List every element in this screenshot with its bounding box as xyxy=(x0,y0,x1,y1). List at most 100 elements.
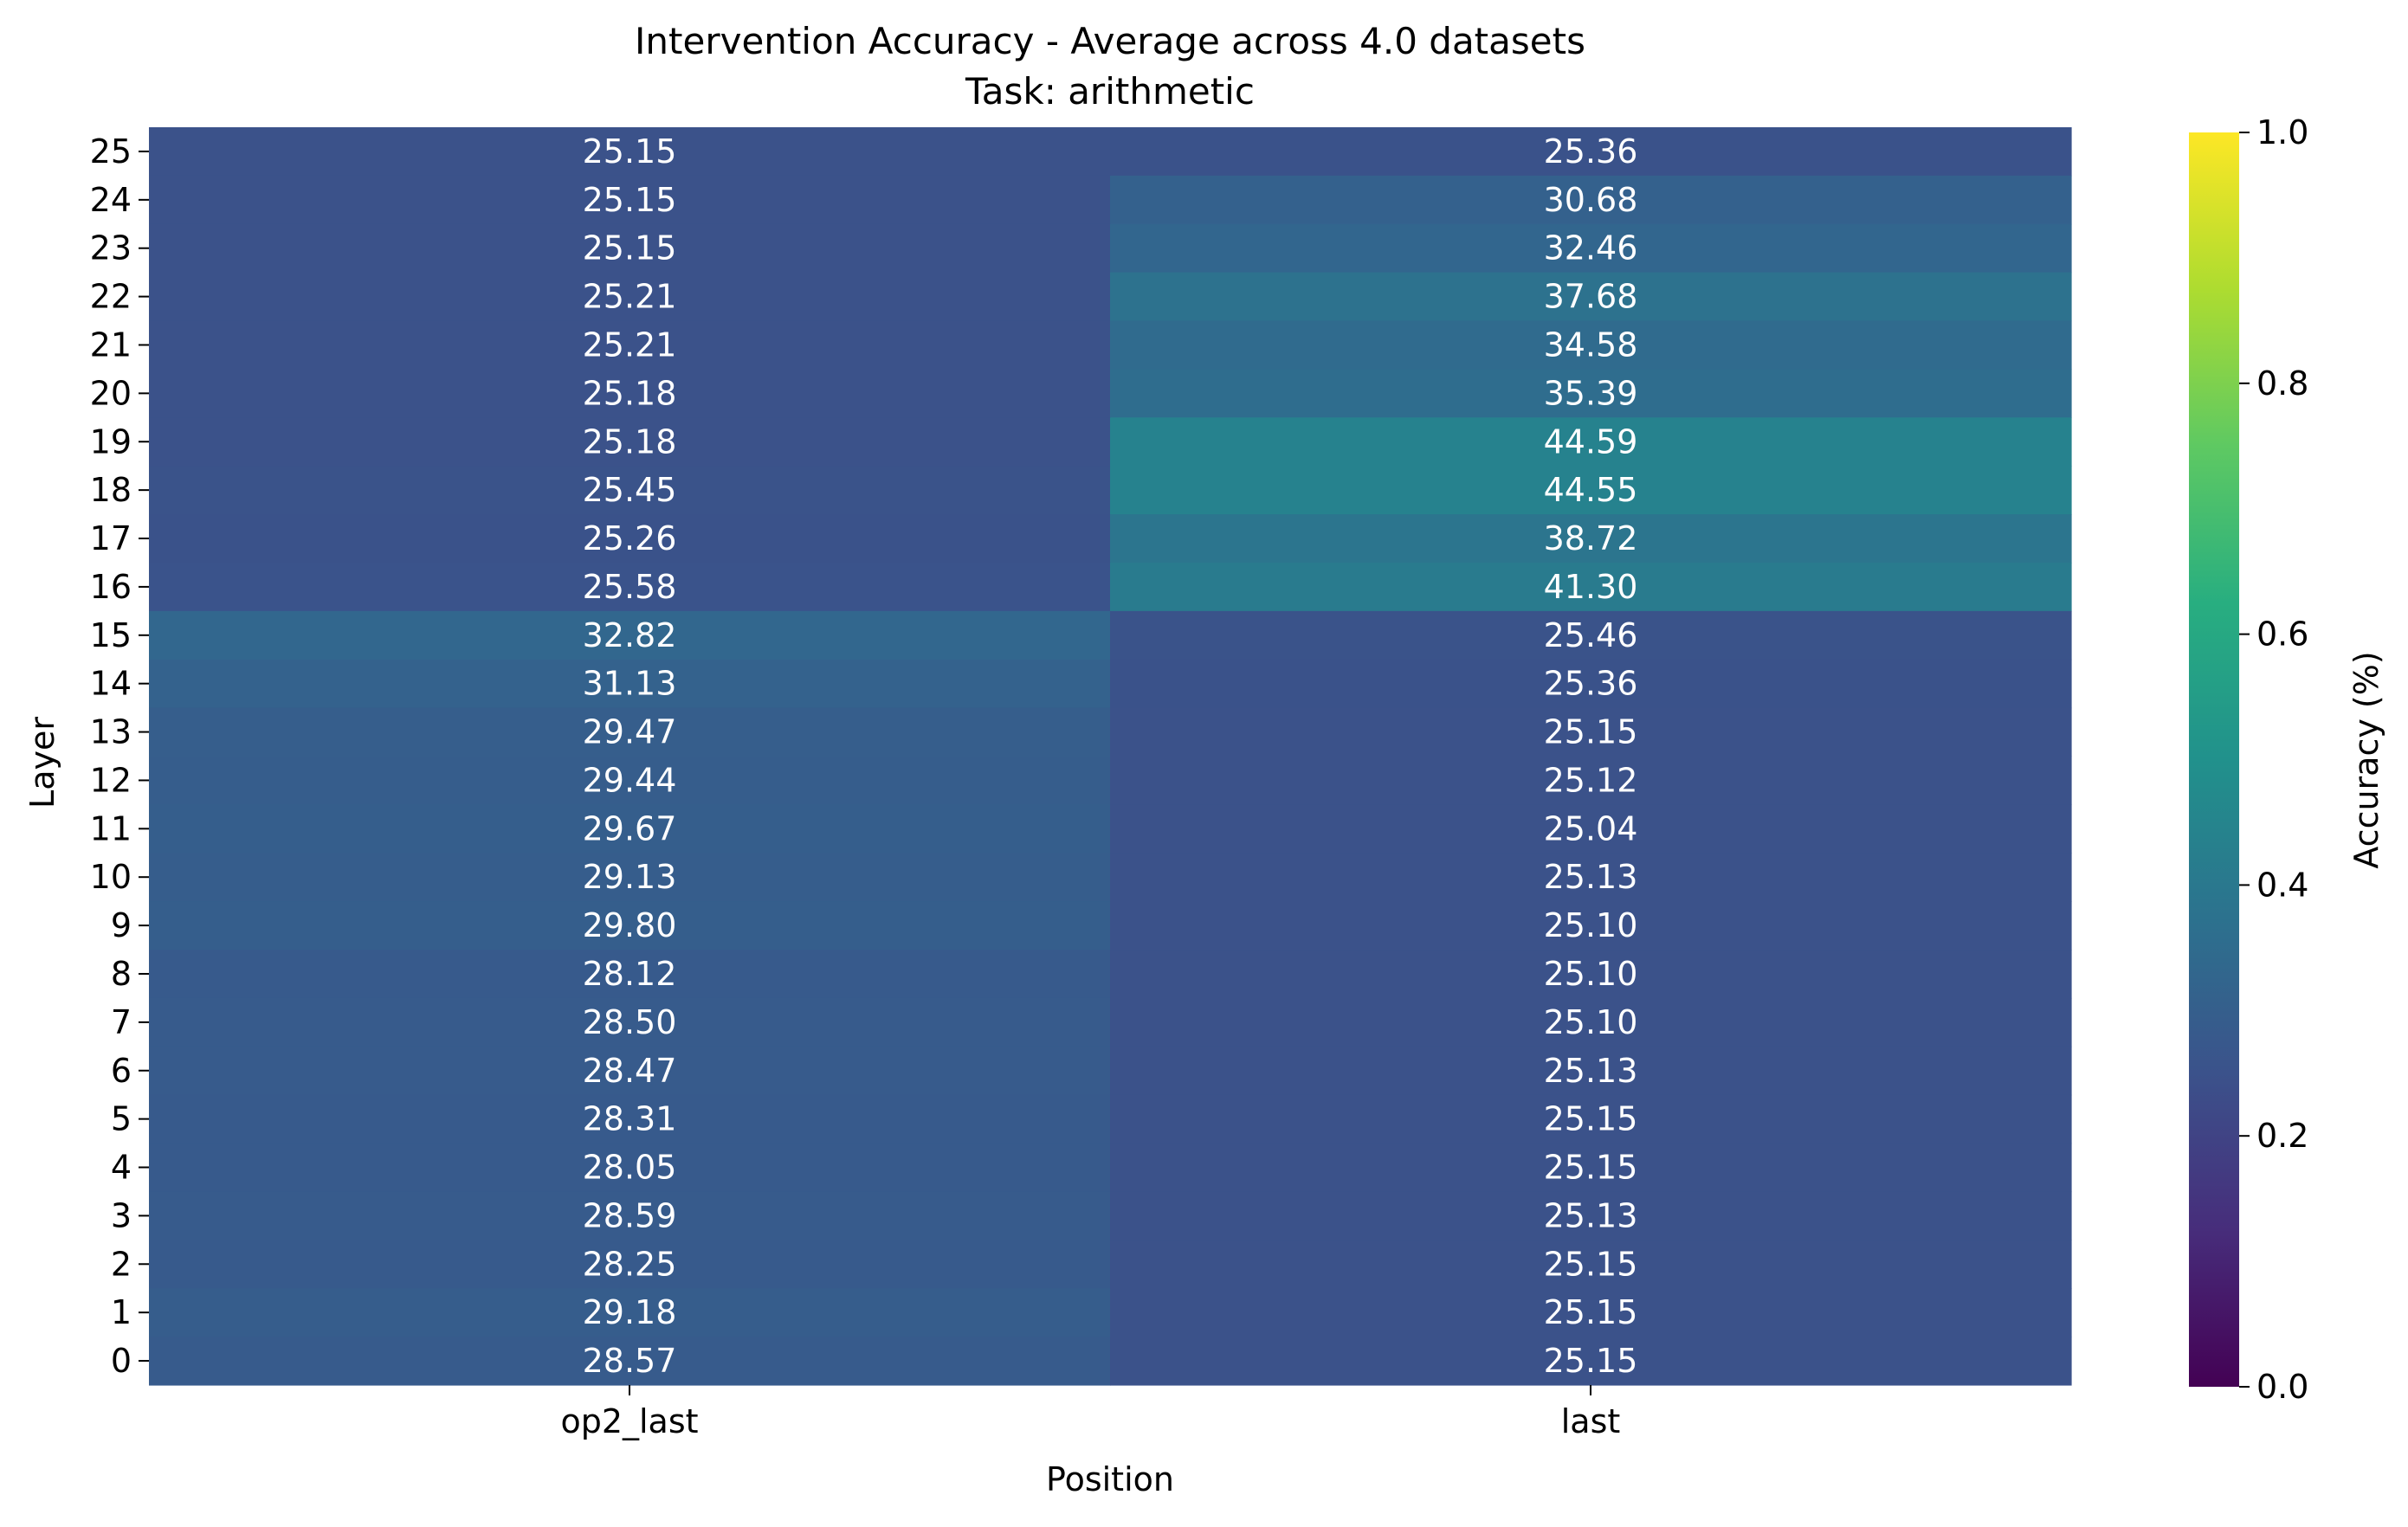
cell-value-label: 25.15 xyxy=(1544,1342,1638,1380)
colorbar-tick-label: 0.4 xyxy=(2256,866,2308,904)
heatmap-cell xyxy=(1110,1143,2072,1193)
y-tick-label: 24 xyxy=(90,181,132,219)
cell-value-label: 25.13 xyxy=(1544,1196,1638,1234)
heatmap-cell xyxy=(149,1337,1111,1386)
heatmap-cell xyxy=(149,610,1111,660)
heatmap-cell xyxy=(149,1191,1111,1240)
x-tick-label: op2_last xyxy=(560,1402,698,1440)
x-tick-label: last xyxy=(1561,1402,1621,1440)
heatmap-cell xyxy=(1110,223,2072,274)
y-tick-label: 23 xyxy=(90,229,132,267)
heatmap-cell xyxy=(149,659,1111,709)
cell-value-label: 44.55 xyxy=(1544,471,1638,509)
heatmap-cell xyxy=(149,901,1111,950)
cell-value-label: 44.59 xyxy=(1544,422,1638,461)
cell-value-label: 25.36 xyxy=(1544,132,1638,171)
heatmap-cell xyxy=(1110,127,2072,177)
y-tick-label: 15 xyxy=(90,616,132,654)
heatmap-cell xyxy=(1110,610,2072,660)
heatmap-cell xyxy=(149,562,1111,612)
cell-value-label: 32.82 xyxy=(583,616,677,654)
y-tick-label: 1 xyxy=(111,1293,132,1331)
cell-value-label: 30.68 xyxy=(1544,181,1638,219)
y-tick-label: 22 xyxy=(90,278,132,316)
cell-value-label: 32.46 xyxy=(1544,229,1638,267)
chart-subtitle: Task: arithmetic xyxy=(965,70,1255,113)
cell-value-label: 25.18 xyxy=(583,374,677,412)
heatmap-cell xyxy=(1110,320,2072,370)
y-axis-label: Layer xyxy=(23,717,61,809)
cell-value-label: 25.21 xyxy=(583,325,677,364)
heatmap-cell xyxy=(1110,853,2072,902)
heatmap-cell xyxy=(149,707,1111,757)
cell-value-label: 29.47 xyxy=(583,713,677,751)
cell-value-label: 28.05 xyxy=(583,1149,677,1187)
cell-value-label: 38.72 xyxy=(1544,519,1638,557)
heatmap-cell xyxy=(149,1046,1111,1096)
heatmap-cell xyxy=(1110,417,2072,467)
heatmap-cell xyxy=(149,756,1111,805)
cell-value-label: 31.13 xyxy=(583,665,677,703)
cell-value-label: 25.10 xyxy=(1544,955,1638,993)
y-tick-label: 0 xyxy=(111,1342,132,1380)
heatmap-cell xyxy=(149,950,1111,999)
chart-title: Intervention Accuracy - Average across 4… xyxy=(635,20,1585,62)
heatmap-cell xyxy=(149,1094,1111,1144)
heatmap-cells xyxy=(149,127,2072,1386)
cell-value-label: 28.50 xyxy=(583,1003,677,1041)
heatmap-cell xyxy=(1110,1240,2072,1289)
colorbar-tick-label: 0.8 xyxy=(2256,364,2308,403)
heatmap-cell xyxy=(149,369,1111,418)
y-tick-label: 16 xyxy=(90,568,132,606)
heatmap-cell xyxy=(149,320,1111,370)
cell-value-label: 28.59 xyxy=(583,1196,677,1234)
y-tick-label: 3 xyxy=(111,1196,132,1234)
heatmap-cell xyxy=(149,1143,1111,1193)
y-tick-label: 19 xyxy=(90,422,132,461)
y-tick-label: 14 xyxy=(90,665,132,703)
heatmap-cell xyxy=(149,466,1111,515)
heatmap-cell xyxy=(1110,369,2072,418)
cell-value-label: 25.15 xyxy=(583,229,677,267)
y-tick-label: 7 xyxy=(111,1003,132,1041)
heatmap-cell xyxy=(149,175,1111,225)
heatmap-cell-labels: 25.15 25.36 25.15 30.68 25.15 32.46 25.21 37.68… xyxy=(583,132,1638,1380)
heatmap-cell xyxy=(1110,1046,2072,1096)
y-tick-label: 9 xyxy=(111,906,132,944)
cell-value-label: 25.10 xyxy=(1544,906,1638,944)
cell-value-label: 25.18 xyxy=(583,422,677,461)
heatmap-cell xyxy=(149,272,1111,322)
cell-value-label: 25.21 xyxy=(583,278,677,316)
heatmap-cell xyxy=(149,127,1111,177)
y-tick-label: 20 xyxy=(90,374,132,412)
heatmap-cell xyxy=(1110,466,2072,515)
cell-value-label: 28.31 xyxy=(583,1100,677,1138)
cell-value-label: 37.68 xyxy=(1544,278,1638,316)
cell-value-label: 25.15 xyxy=(1544,713,1638,751)
x-axis-label: Position xyxy=(1046,1460,1174,1498)
y-axis: 2524232221201918171615141312111098765432… xyxy=(90,132,149,1380)
cell-value-label: 25.15 xyxy=(1544,1149,1638,1187)
heatmap-cell xyxy=(1110,756,2072,805)
cell-value-label: 28.25 xyxy=(583,1245,677,1283)
cell-value-label: 25.46 xyxy=(1544,616,1638,654)
cell-value-label: 25.15 xyxy=(1544,1100,1638,1138)
heatmap-cell xyxy=(1110,1337,2072,1386)
y-tick-label: 10 xyxy=(90,858,132,896)
y-tick-label: 21 xyxy=(90,325,132,364)
cell-value-label: 25.26 xyxy=(583,519,677,557)
y-tick-label: 12 xyxy=(90,761,132,799)
cell-value-label: 34.58 xyxy=(1544,325,1638,364)
colorbar-ticks: 0.0 0.2 0.4 0.6 0.8 1.0 xyxy=(2239,113,2308,1406)
cell-value-label: 25.04 xyxy=(1544,809,1638,847)
heatmap-cell xyxy=(1110,272,2072,322)
heatmap-cell xyxy=(1110,1094,2072,1144)
cell-value-label: 29.67 xyxy=(583,809,677,847)
cell-value-label: 29.13 xyxy=(583,858,677,896)
y-tick-label: 4 xyxy=(111,1149,132,1187)
heatmap-cell xyxy=(149,223,1111,274)
heatmap-cell xyxy=(149,417,1111,467)
cell-value-label: 25.15 xyxy=(1544,1293,1638,1331)
